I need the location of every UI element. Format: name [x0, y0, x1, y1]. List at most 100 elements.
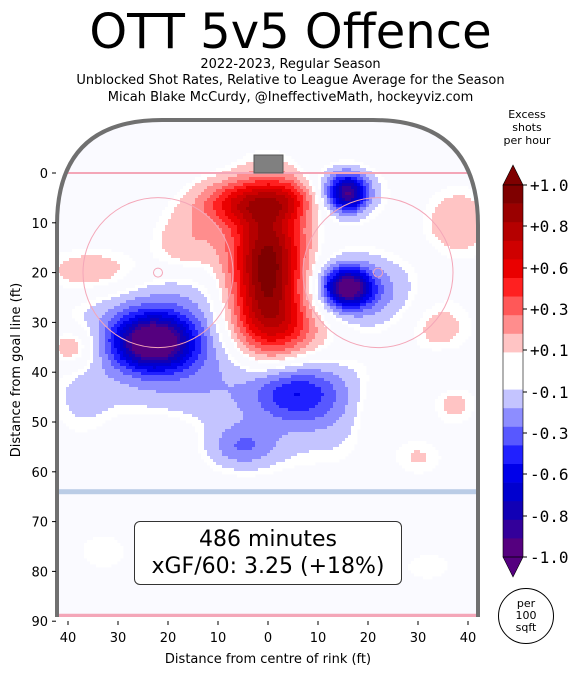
- heatmap-cell: [225, 324, 229, 328]
- heatmap-cell: [450, 252, 454, 256]
- heatmap-cell: [444, 213, 448, 217]
- heatmap-cell: [273, 186, 277, 190]
- heatmap-cell: [264, 174, 268, 178]
- heatmap-cell: [327, 198, 331, 202]
- heatmap-cell: [186, 207, 190, 211]
- heatmap-cell: [468, 189, 472, 193]
- heatmap-cell: [72, 258, 76, 262]
- heatmap-cell: [210, 216, 214, 220]
- heatmap-cell: [264, 270, 268, 274]
- heatmap-cell: [75, 252, 79, 256]
- heatmap-cell: [222, 198, 226, 202]
- heatmap-cell: [465, 324, 469, 328]
- heatmap-cell: [90, 324, 94, 328]
- heatmap-cell: [231, 198, 235, 202]
- heatmap-cell: [435, 213, 439, 217]
- heatmap-cell: [474, 231, 478, 235]
- heatmap-cell: [372, 285, 376, 289]
- heatmap-cell: [267, 321, 271, 325]
- heatmap-cell: [222, 177, 226, 181]
- heatmap-cell: [297, 180, 301, 184]
- heatmap-cell: [291, 303, 295, 307]
- heatmap-cell: [438, 243, 442, 247]
- heatmap-cell: [279, 267, 283, 271]
- heatmap-cell: [297, 294, 301, 298]
- heatmap-cell: [252, 327, 256, 331]
- heatmap-cell: [234, 318, 238, 322]
- heatmap-cell: [270, 246, 274, 250]
- heatmap-cell: [252, 204, 256, 208]
- heatmap-cell: [357, 186, 361, 190]
- heatmap-cell: [138, 288, 142, 292]
- heatmap-cell: [249, 279, 253, 283]
- heatmap-cell: [432, 240, 436, 244]
- heatmap-cell: [96, 300, 100, 304]
- heatmap-cell: [336, 165, 340, 169]
- heatmap-cell: [273, 246, 277, 250]
- heatmap-cell: [444, 228, 448, 232]
- heatmap-cell: [99, 252, 103, 256]
- heatmap-cell: [252, 267, 256, 271]
- heatmap-cell: [210, 240, 214, 244]
- heatmap-cell: [123, 264, 127, 268]
- heatmap-cell: [93, 270, 97, 274]
- heatmap-cell: [291, 246, 295, 250]
- heatmap-cell: [171, 213, 175, 217]
- heatmap-cell: [282, 318, 286, 322]
- heatmap-cell: [171, 228, 175, 232]
- heatmap-cell: [351, 204, 355, 208]
- heatmap-cell: [249, 267, 253, 271]
- heatmap-cell: [345, 276, 349, 280]
- heatmap-cell: [300, 201, 304, 205]
- heatmap-cell: [249, 288, 253, 292]
- heatmap-cell: [405, 297, 409, 301]
- heatmap-cell: [237, 186, 241, 190]
- heatmap-cell: [363, 195, 367, 199]
- heatmap-cell: [303, 174, 307, 178]
- heatmap-cell: [111, 327, 115, 331]
- heatmap-cell: [336, 282, 340, 286]
- heatmap-cell: [258, 324, 262, 328]
- heatmap-cell: [456, 309, 460, 313]
- heatmap-cell: [357, 180, 361, 184]
- heatmap-cell: [237, 246, 241, 250]
- heatmap-cell: [183, 231, 187, 235]
- heatmap-cell: [420, 318, 424, 322]
- heatmap-cell: [225, 270, 229, 274]
- heatmap-cell: [357, 288, 361, 292]
- heatmap-cell: [438, 237, 442, 241]
- heatmap-cell: [444, 243, 448, 247]
- heatmap-cell: [168, 216, 172, 220]
- heatmap-cell: [426, 207, 430, 211]
- heatmap-cell: [294, 312, 298, 316]
- heatmap-cell: [243, 258, 247, 262]
- heatmap-cell: [72, 264, 76, 268]
- heatmap-cell: [168, 231, 172, 235]
- heatmap-cell: [480, 198, 483, 201]
- heatmap-cell: [345, 267, 349, 271]
- heatmap-cell: [195, 195, 199, 199]
- heatmap-cell: [246, 312, 250, 316]
- heatmap-cell: [219, 177, 223, 181]
- heatmap-cell: [285, 285, 289, 289]
- heatmap-cell: [195, 225, 199, 229]
- heatmap-cell: [294, 210, 298, 214]
- heatmap-cell: [273, 291, 277, 295]
- heatmap-cell: [156, 306, 160, 310]
- heatmap-cell: [300, 213, 304, 217]
- heatmap-cell: [324, 264, 328, 268]
- heatmap-cell: [237, 207, 241, 211]
- heatmap-cell: [444, 207, 448, 211]
- heatmap-cell: [300, 186, 304, 190]
- heatmap-cell: [456, 246, 460, 250]
- heatmap-cell: [426, 216, 430, 220]
- heatmap-cell: [384, 183, 388, 187]
- heatmap-cell: [306, 207, 310, 211]
- heatmap-cell: [360, 282, 364, 286]
- heatmap-cell: [240, 258, 244, 262]
- heatmap-cell: [471, 249, 475, 253]
- heatmap-cell: [246, 234, 250, 238]
- heatmap-cell: [129, 306, 133, 310]
- heatmap-cell: [282, 228, 286, 232]
- heatmap-cell: [255, 291, 259, 295]
